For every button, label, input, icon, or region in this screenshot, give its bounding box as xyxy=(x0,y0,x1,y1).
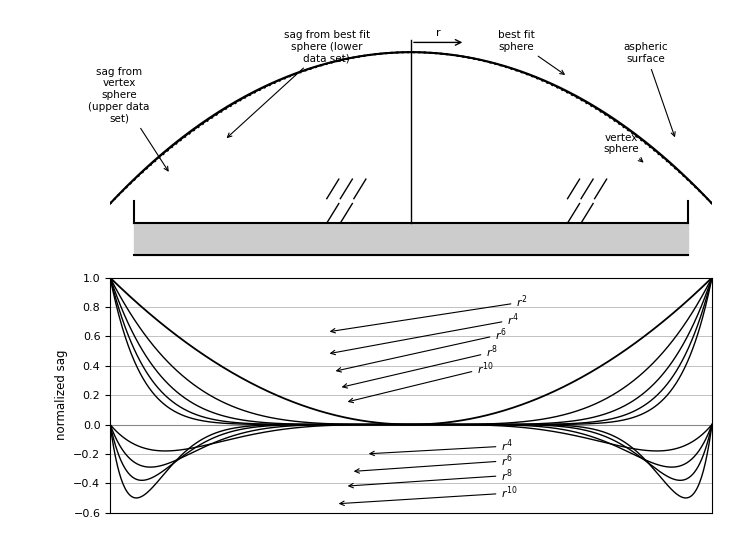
Text: sag from best fit
sphere (lower
data set): sag from best fit sphere (lower data set… xyxy=(228,30,370,137)
Text: $r^{4}$: $r^{4}$ xyxy=(331,311,519,355)
Text: $r^{6}$: $r^{6}$ xyxy=(337,326,507,372)
Text: vertex
sphere: vertex sphere xyxy=(604,133,643,162)
Text: sag from
vertex
sphere
(upper data
set): sag from vertex sphere (upper data set) xyxy=(88,67,168,171)
Text: $r^{10}$: $r^{10}$ xyxy=(349,360,494,403)
Text: best fit
sphere: best fit sphere xyxy=(498,30,564,74)
Text: aspheric
surface: aspheric surface xyxy=(623,42,675,136)
Text: $r^{8}$: $r^{8}$ xyxy=(343,344,498,388)
Text: $r^{10}$: $r^{10}$ xyxy=(340,485,518,506)
Text: $r^{8}$: $r^{8}$ xyxy=(349,467,513,488)
Text: $r^{2}$: $r^{2}$ xyxy=(331,294,528,333)
Text: $r^{6}$: $r^{6}$ xyxy=(355,452,513,473)
Text: $r^{4}$: $r^{4}$ xyxy=(370,438,513,456)
Y-axis label: normalized sag: normalized sag xyxy=(55,350,68,441)
Text: r: r xyxy=(436,28,440,38)
